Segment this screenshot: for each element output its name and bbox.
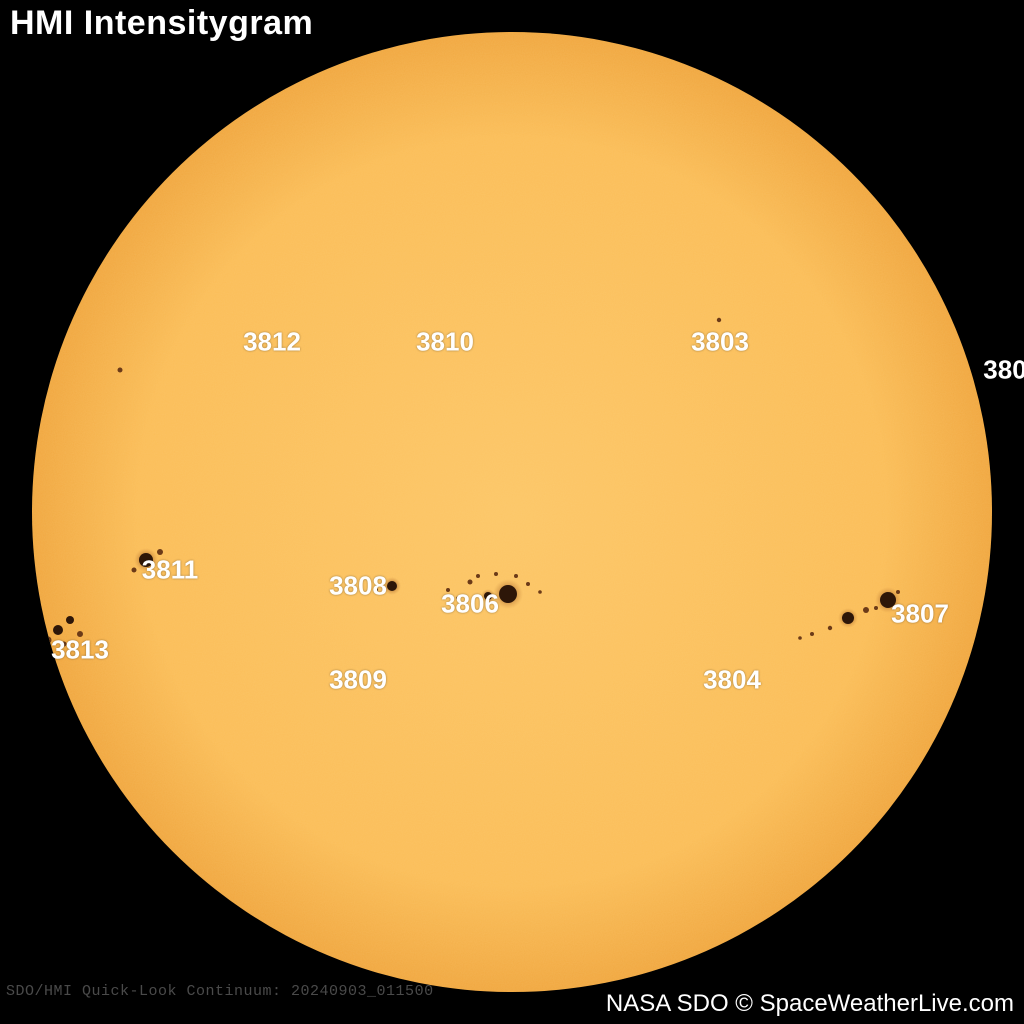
region-label-3809: 3809 bbox=[329, 665, 387, 696]
region-label-3811: 3811 bbox=[142, 555, 198, 586]
sunspot-3807 bbox=[874, 606, 878, 610]
sunspot-3806 bbox=[538, 590, 542, 594]
sunspot-3806 bbox=[526, 582, 530, 586]
sunspot-3806 bbox=[476, 574, 480, 578]
sunspot-3807 bbox=[863, 607, 869, 613]
image-title: HMI Intensitygram bbox=[10, 4, 313, 43]
sunspot-3813 bbox=[53, 625, 63, 635]
sunspot-3806 bbox=[494, 572, 498, 576]
sunspot-3813 bbox=[66, 616, 74, 624]
sunspot-3811 bbox=[118, 368, 123, 373]
sunspot-3807 bbox=[828, 626, 832, 630]
region-label-3808: 3808 bbox=[329, 571, 387, 602]
region-label-3813: 3813 bbox=[51, 635, 109, 666]
sunspot-3806 bbox=[499, 585, 517, 603]
region-label-3806: 3806 bbox=[441, 589, 499, 620]
region-label-3810: 3810 bbox=[416, 327, 474, 358]
sunspot-3808 bbox=[387, 581, 397, 591]
sunspot-3807 bbox=[842, 612, 854, 624]
intensitygram-stage: HMI Intensitygram 3812 3810 3803 380 3811 380… bbox=[0, 0, 1024, 1024]
region-label-380: 380 bbox=[983, 355, 1024, 386]
granulation-texture bbox=[0, 0, 1024, 1024]
sunspot-3807 bbox=[896, 590, 900, 594]
sunspot-3806 bbox=[514, 574, 518, 578]
region-label-3803: 3803 bbox=[691, 327, 749, 358]
sun-disk-svg bbox=[0, 0, 1024, 1024]
sunspot-3807 bbox=[798, 636, 802, 640]
credit-line: NASA SDO © SpaceWeatherLive.com bbox=[606, 990, 1014, 1018]
sunspot-3803 bbox=[717, 318, 721, 322]
footer-caption-left: SDO/HMI Quick-Look Continuum: 20240903_0… bbox=[6, 983, 434, 1000]
sunspot-3807 bbox=[810, 632, 814, 636]
region-label-3804: 3804 bbox=[703, 665, 761, 696]
region-label-3807: 3807 bbox=[891, 599, 949, 630]
sunspot-3811 bbox=[132, 568, 137, 573]
region-label-3812: 3812 bbox=[243, 327, 301, 358]
sunspot-3806 bbox=[468, 580, 473, 585]
